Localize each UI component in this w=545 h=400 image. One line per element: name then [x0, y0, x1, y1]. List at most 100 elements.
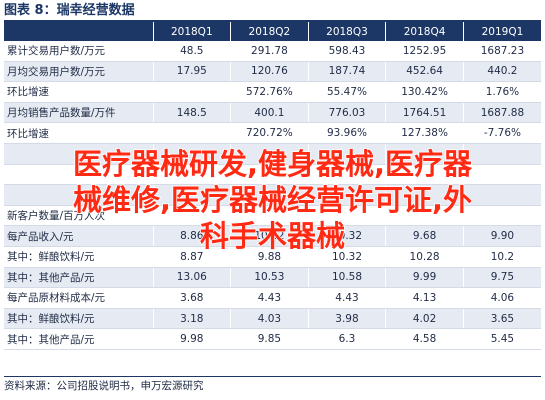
table-cell: 720.72%	[230, 122, 309, 144]
table-cell: 1252.95	[385, 41, 464, 62]
table-cell	[307, 164, 386, 186]
table-cell: 4.02	[385, 308, 464, 330]
header-cell	[4, 22, 153, 41]
table-row	[4, 184, 541, 206]
table-cell	[152, 184, 231, 206]
row-label: 月均销售产品数量/万件	[4, 102, 153, 124]
table-cell	[152, 205, 231, 227]
table-row: 新客户数量/百万人次	[4, 205, 541, 227]
table-cell: 9.88	[230, 246, 309, 268]
table-cell: 4.06	[462, 287, 541, 309]
row-label: 其中：鲜酿饮料/元	[4, 246, 153, 268]
table-cell	[230, 164, 309, 186]
row-label: 其中：其他产品/元	[4, 328, 153, 350]
table-cell: 4.58	[385, 328, 464, 350]
table-cell: 9.98	[152, 328, 231, 350]
table-cell: 148.5	[152, 102, 231, 124]
table-cell: 9.68	[385, 225, 464, 247]
table-cell: 598.43	[307, 41, 386, 62]
table-cell: 93.96%	[307, 122, 386, 144]
table-row: 其中：鲜酿饮料/元 3.18 4.03 3.98 4.02 3.65	[4, 308, 541, 330]
header-cell: 2018Q1	[152, 22, 231, 41]
table-cell: 10.12	[230, 225, 309, 247]
row-label: 每产品原材料成本/元	[4, 287, 153, 309]
table-cell: 8.87	[152, 246, 231, 268]
row-label	[4, 143, 153, 165]
table-cell	[152, 81, 231, 103]
table-cell: 10.2	[462, 246, 541, 268]
table-row: 其中：其他产品/元 13.06 10.53 10.58 9.99 9.75	[4, 267, 541, 289]
table-cell: 8.86	[152, 225, 231, 247]
table-row	[4, 143, 541, 165]
table-cell	[385, 205, 464, 227]
source-divider	[4, 376, 541, 377]
table-cell: 48.5	[152, 41, 231, 62]
row-label: 月均交易用户数/万元	[4, 61, 153, 83]
table-cell	[230, 184, 309, 206]
table-cell: 10.28	[385, 246, 464, 268]
table-cell: 9.99	[385, 267, 464, 289]
header-cell: 2019Q1	[462, 22, 541, 41]
table-cell: 4.03	[230, 308, 309, 330]
data-table: 2018Q1 2018Q2 2018Q3 2018Q4 2019Q1 累计交易用…	[4, 22, 541, 350]
table-cell	[385, 164, 464, 186]
table-cell: 10.32	[307, 225, 386, 247]
table-row: 环比增速 572.76% 55.47% 130.42% 1.76%	[4, 81, 541, 103]
header-cell: 2018Q4	[385, 22, 464, 41]
table-row: 其中：鲜酿饮料/元 8.87 9.88 10.32 10.28 10.2	[4, 246, 541, 268]
table-cell: 1.76%	[462, 81, 541, 103]
row-label	[4, 184, 153, 206]
header-row: 2018Q1 2018Q2 2018Q3 2018Q4 2019Q1	[4, 22, 541, 41]
table-cell: 3.18	[152, 308, 231, 330]
table-cell: 10.32	[307, 246, 386, 268]
table-cell: 13.06	[152, 267, 231, 289]
table-cell: 776.03	[307, 102, 386, 124]
source-note: 资料来源：公司招股说明书，申万宏源研究	[4, 380, 204, 392]
table-cell	[307, 184, 386, 206]
table-cell: 127.38%	[385, 122, 464, 144]
header-cell: 2018Q2	[230, 22, 309, 41]
table-cell: 3.65	[462, 308, 541, 330]
table-cell	[152, 164, 231, 186]
table-cell	[152, 143, 231, 165]
table-cell: 17.95	[152, 61, 231, 83]
row-label: 环比增速	[4, 122, 153, 144]
overlay-line: 医疗器械研发,健身器械,医疗器	[72, 146, 473, 182]
table-row: 环比增速 720.72% 93.96% 127.38% -7.76%	[4, 122, 541, 144]
overlay-line: 科手术器械	[199, 218, 346, 254]
table-cell: -7.76%	[462, 122, 541, 144]
figure-title: 图表 8：瑞幸经营数据	[4, 3, 135, 18]
table-row	[4, 164, 541, 186]
table-cell: 55.47%	[307, 81, 386, 103]
row-label: 累计交易用户数/万元	[4, 41, 153, 62]
table-cell	[230, 205, 309, 227]
row-label: 其中：其他产品/元	[4, 267, 153, 289]
header-cell: 2018Q3	[307, 22, 386, 41]
table-cell: 4.43	[230, 287, 309, 309]
table-cell: 400.1	[230, 102, 309, 124]
table-cell: 452.64	[385, 61, 464, 83]
table-cell: 4.13	[385, 287, 464, 309]
table-cell	[462, 184, 541, 206]
table-cell: 6.3	[307, 328, 386, 350]
table-cell: 4.43	[307, 287, 386, 309]
table-cell: 120.76	[230, 61, 309, 83]
row-label	[4, 164, 153, 186]
table-row: 其中：其他产品/元 9.98 9.85 6.3 4.58 5.45	[4, 328, 541, 350]
row-label: 每产品收入/元	[4, 225, 153, 247]
table-cell	[462, 164, 541, 186]
table-cell	[152, 122, 231, 144]
table-cell: 440.2	[462, 61, 541, 83]
table-cell: 572.76%	[230, 81, 309, 103]
row-label: 其中：鲜酿饮料/元	[4, 308, 153, 330]
table-cell: 130.42%	[385, 81, 464, 103]
table-cell	[462, 143, 541, 165]
table-row: 月均交易用户数/万元 17.95 120.76 187.74 452.64 440.2	[4, 61, 541, 83]
table-cell: 291.78	[230, 41, 309, 62]
overlay-line: 械维修,医疗器械经营许可证,外	[72, 182, 473, 218]
table-cell	[307, 143, 386, 165]
table-row: 月均销售产品数量/万件 148.5 400.1 776.03 1764.51 1687.8…	[4, 102, 541, 124]
table-cell: 5.45	[462, 328, 541, 350]
table-cell: 3.68	[152, 287, 231, 309]
table-cell	[385, 184, 464, 206]
